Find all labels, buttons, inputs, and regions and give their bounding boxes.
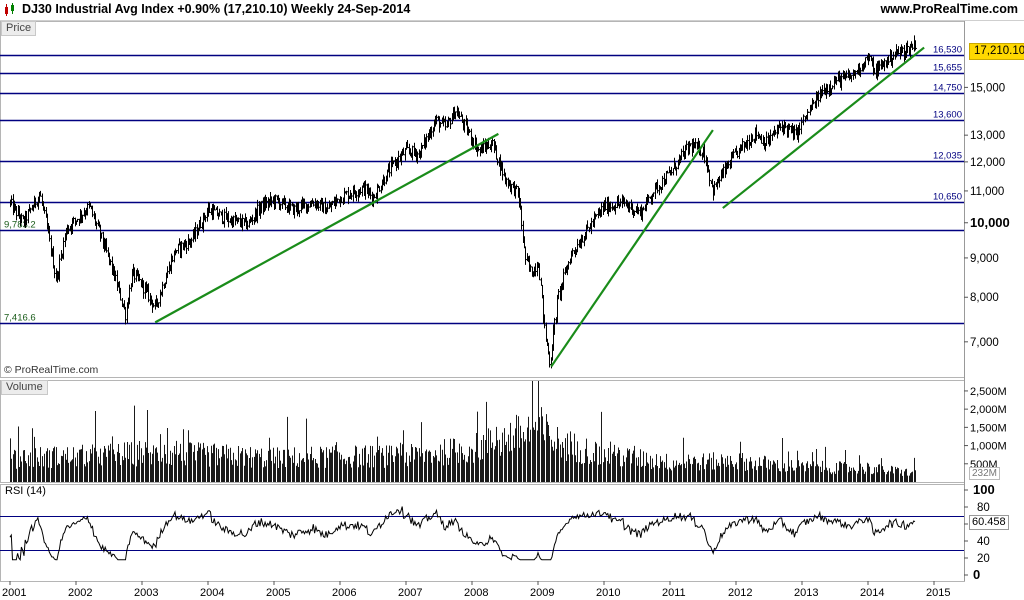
rsi-pane-frame bbox=[0, 484, 965, 582]
site-link[interactable]: www.ProRealTime.com bbox=[880, 2, 1018, 16]
x-axis-label: 2008 bbox=[464, 587, 488, 599]
trendline[interactable] bbox=[722, 46, 925, 209]
volume-pane-label[interactable]: Volume bbox=[1, 380, 48, 395]
support-levels: 16,530 15,655 14,750 13,600 12,035 10,650 9,78… bbox=[0, 45, 964, 325]
price-axis-label: 15,000 bbox=[970, 82, 1005, 94]
level-label: 9,783.2 bbox=[4, 220, 36, 231]
volume-axis-label: 1,000M bbox=[970, 441, 1007, 453]
trendline[interactable] bbox=[154, 132, 499, 324]
candlestick-icon bbox=[5, 3, 14, 16]
x-axis-label: 2011 bbox=[662, 587, 686, 599]
price-axis-label: 10,000 bbox=[970, 215, 1010, 230]
volume-axis-label: 2,500M bbox=[970, 386, 1007, 398]
x-axis-label: 2010 bbox=[596, 587, 620, 599]
rsi-axis-label: 80 bbox=[977, 502, 990, 514]
rsi-axis-label: 20 bbox=[977, 553, 990, 565]
price-series bbox=[10, 35, 917, 369]
level-label: 15,655 bbox=[933, 63, 962, 74]
rsi-line bbox=[9, 506, 916, 561]
volume-value-badge: 232M bbox=[969, 467, 1001, 480]
level-label: 7,416.6 bbox=[4, 313, 36, 324]
chart-header: DJ30 Industrial Avg Index +0.90% (17,210… bbox=[0, 0, 1024, 21]
copyright-notice: © ProRealTime.com bbox=[4, 364, 99, 376]
level-label: 16,530 bbox=[933, 45, 962, 56]
rsi-pane-label[interactable]: RSI (14) bbox=[1, 485, 50, 498]
rsi-value-badge: 60.458 bbox=[969, 515, 1009, 530]
price-axis-label: 13,000 bbox=[970, 130, 1005, 142]
trendline[interactable] bbox=[550, 129, 714, 368]
price-axis-label: 7,000 bbox=[970, 337, 999, 349]
x-axis-label: 2001 bbox=[2, 587, 26, 599]
rsi-axis-label: 100 bbox=[973, 482, 995, 497]
x-axis-label: 2012 bbox=[728, 587, 752, 599]
level-label: 13,600 bbox=[933, 110, 962, 121]
x-axis-label: 2013 bbox=[794, 587, 818, 599]
price-axis-label: 9,000 bbox=[970, 253, 999, 265]
x-axis-label: 2007 bbox=[398, 587, 422, 599]
volume-axis-label: 2,000M bbox=[970, 404, 1007, 416]
rsi-axis-label: 0 bbox=[973, 567, 980, 582]
rsi-axis-label: 40 bbox=[977, 536, 990, 548]
level-label: 12,035 bbox=[933, 151, 962, 162]
level-label: 10,650 bbox=[933, 192, 962, 203]
x-axis-label: 2015 bbox=[926, 587, 950, 599]
instrument-title: DJ30 Industrial Avg Index +0.90% (17,210… bbox=[22, 2, 411, 16]
trendlines bbox=[154, 46, 925, 368]
level-label: 14,750 bbox=[933, 83, 962, 94]
x-axis-label: 2005 bbox=[266, 587, 290, 599]
price-axis-label: 11,000 bbox=[970, 186, 1004, 198]
volume-axis-label: 1,500M bbox=[970, 422, 1007, 434]
x-axis-label: 2004 bbox=[200, 587, 224, 599]
price-pane-label[interactable]: Price bbox=[1, 21, 37, 36]
x-axis-label: 2003 bbox=[134, 587, 158, 599]
x-axis-label: 2006 bbox=[332, 587, 356, 599]
x-axis-label: 2002 bbox=[68, 587, 92, 599]
x-axis-label: 2009 bbox=[530, 587, 554, 599]
price-axis-label: 8,000 bbox=[970, 292, 999, 304]
last-price-badge: 17,210.10 bbox=[969, 43, 1024, 60]
x-axis-label: 2014 bbox=[860, 587, 884, 599]
price-axis-label: 12,000 bbox=[970, 157, 1005, 169]
volume-series bbox=[10, 381, 916, 482]
